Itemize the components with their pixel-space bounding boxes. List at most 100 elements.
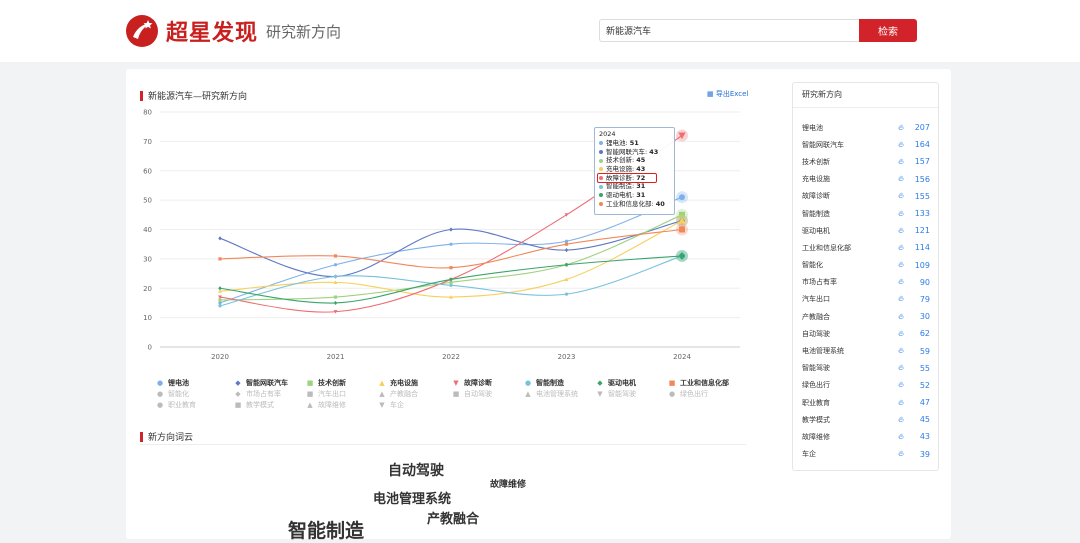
sidebar-item-label: 车企 (802, 450, 816, 459)
legend-item[interactable]: ▲ 产教融合 (378, 389, 418, 399)
sidebar-item-count: 156 (914, 174, 930, 184)
legend-item[interactable]: ■ 教学模式 (234, 400, 274, 410)
data-point (449, 295, 453, 299)
sidebar-item-count: 164 (914, 140, 930, 150)
export-excel-label: 导出Excel (715, 90, 749, 98)
sidebar-item-label: 智能制造 (802, 209, 830, 218)
fire-icon: 🔥︎ (898, 139, 904, 149)
legend-item[interactable]: ◆ 智能网联汽车 (234, 378, 288, 388)
x-tick-label: 2021 (327, 353, 345, 361)
sidebar-item[interactable]: 驱动电机 🔥︎ 121 (802, 222, 930, 239)
sidebar-item-count: 43 (919, 432, 930, 442)
data-point (218, 304, 222, 308)
fire-icon: 🔥︎ (898, 174, 904, 184)
sidebar-item-count: 62 (919, 329, 930, 339)
fire-icon: 🔥︎ (898, 431, 904, 441)
legend-item[interactable]: ■ 技术创新 (306, 378, 346, 388)
sidebar-item[interactable]: 教学模式 🔥︎ 45 (802, 411, 930, 428)
cloud-word[interactable]: 故障维修 (490, 480, 527, 490)
series-dot-icon (599, 176, 603, 181)
search-button[interactable]: 检索 (859, 19, 917, 42)
sidebar-item[interactable]: 市场占有率 🔥︎ 90 (802, 274, 930, 291)
export-excel-button[interactable]: ▦ 导出Excel (707, 89, 748, 99)
legend-item[interactable]: ▼ 智能驾驶 (596, 389, 636, 399)
legend-item[interactable]: ■ 自动驾驶 (452, 389, 492, 399)
legend-marker-icon: ▼ (597, 390, 603, 398)
cloud-word[interactable]: 智能制造 (288, 520, 365, 542)
chart-section-title: 新能源汽车—研究新方向 (140, 89, 247, 102)
legend-marker-icon: ▲ (525, 390, 531, 398)
data-point (333, 310, 338, 314)
y-tick-label: 10 (143, 314, 152, 322)
data-point (679, 194, 685, 201)
series-dot-icon (599, 150, 603, 155)
sidebar-title: 研究新方向 (793, 83, 938, 108)
fire-icon: 🔥︎ (898, 242, 904, 252)
sidebar-item-label: 汽车出口 (802, 295, 830, 304)
sidebar-item-label: 教学模式 (802, 415, 830, 424)
search-input[interactable] (599, 19, 859, 42)
sidebar-item-label: 职业教育 (802, 398, 830, 407)
tooltip-series-name: 驱动电机 (606, 191, 632, 200)
legend-item[interactable]: ● 锂电池 (156, 378, 189, 388)
legend-item[interactable]: ▼ 故障诊断 (452, 378, 492, 388)
tooltip-series-value: 72 (636, 173, 646, 182)
legend-item[interactable]: ◆ 驱动电机 (596, 378, 636, 388)
legend-item[interactable]: ▼ 车企 (378, 400, 404, 410)
legend-item[interactable]: ● 职业教育 (156, 400, 196, 410)
tooltip-row: 驱动电机: 31 (599, 191, 674, 200)
sidebar-item[interactable]: 电池管理系统 🔥︎ 59 (802, 342, 930, 359)
legend-label: 智能化 (168, 390, 189, 398)
trend-line-chart: 0 10 20 30 40 50 60 70 80 2020 2021 2022 2023 2024 (143, 109, 740, 361)
sidebar-item[interactable]: 充电设施 🔥︎ 156 (802, 171, 930, 188)
sidebar-item[interactable]: 汽车出口 🔥︎ 79 (802, 291, 930, 308)
cloud-word[interactable]: 自动驾驶 (388, 463, 444, 479)
legend-marker-icon: ▲ (379, 379, 385, 387)
sidebar-item[interactable]: 工业和信息化部 🔥︎ 114 (802, 239, 930, 256)
sidebar-item-label: 工业和信息化部 (802, 243, 851, 252)
legend-item[interactable]: ● 绿色出行 (668, 389, 708, 399)
sidebar-item[interactable]: 技术创新 🔥︎ 157 (802, 153, 930, 170)
legend-marker-icon: ● (524, 379, 532, 387)
cloud-word[interactable]: 电池管理系统 (373, 492, 452, 507)
logo-star-icon (126, 15, 158, 47)
sidebar-item[interactable]: 锂电池 🔥︎ 207 (802, 119, 930, 136)
legend-marker-icon: ● (156, 379, 164, 387)
y-tick-label: 30 (143, 255, 152, 263)
sidebar-item[interactable]: 职业教育 🔥︎ 47 (802, 394, 930, 411)
sidebar-item[interactable]: 智能化 🔥︎ 109 (802, 257, 930, 274)
sidebar-item[interactable]: 车企 🔥︎ 39 (802, 446, 930, 463)
cloud-word[interactable]: 产教融合 (427, 512, 480, 527)
sidebar-item[interactable]: 绿色出行 🔥︎ 52 (802, 377, 930, 394)
sidebar-item[interactable]: 自动驾驶 🔥︎ 62 (802, 325, 930, 342)
sidebar-item[interactable]: 故障维修 🔥︎ 43 (802, 428, 930, 445)
legend-item[interactable]: ■ 汽车出口 (306, 389, 346, 399)
sidebar-item-label: 故障诊断 (802, 192, 830, 201)
logo[interactable]: 超星发现 研究新方向 (126, 14, 341, 48)
sidebar-item[interactable]: 故障诊断 🔥︎ 155 (802, 188, 930, 205)
sidebar-item[interactable]: 智能驾驶 🔥︎ 55 (802, 360, 930, 377)
sidebar-item[interactable]: 智能网联汽车 🔥︎ 164 (802, 136, 930, 153)
tooltip-series-name: 充电设施 (606, 165, 632, 174)
legend-item[interactable]: ▲ 故障维修 (306, 400, 346, 410)
legend-item[interactable]: ● 智能制造 (524, 378, 564, 388)
legend-label: 产教融合 (390, 390, 418, 398)
y-tick-label: 20 (143, 285, 152, 293)
series-dot-icon (599, 202, 603, 207)
data-point (564, 277, 569, 282)
sidebar-item[interactable]: 智能制造 🔥︎ 133 (802, 205, 930, 222)
tooltip-row: 充电设施: 43 (599, 165, 674, 174)
y-tick-label: 70 (143, 138, 152, 146)
legend-item[interactable]: ▲ 充电设施 (378, 378, 418, 388)
legend-item[interactable]: ◆ 市场占有率 (234, 389, 281, 399)
legend-marker-icon: ■ (306, 379, 314, 387)
legend-marker-icon: ● (668, 390, 676, 398)
tooltip-row: 智能制造: 31 (599, 182, 674, 191)
legend-item[interactable]: ■ 工业和信息化部 (668, 378, 729, 388)
legend-item[interactable]: ▲ 电池管理系统 (524, 389, 578, 399)
legend-item[interactable]: ● 智能化 (156, 389, 189, 399)
tooltip-series-name: 锂电池 (606, 139, 626, 147)
tooltip-series-value: 51 (629, 139, 639, 147)
fire-icon: 🔥︎ (898, 260, 904, 270)
sidebar-item[interactable]: 产教融合 🔥︎ 30 (802, 308, 930, 325)
